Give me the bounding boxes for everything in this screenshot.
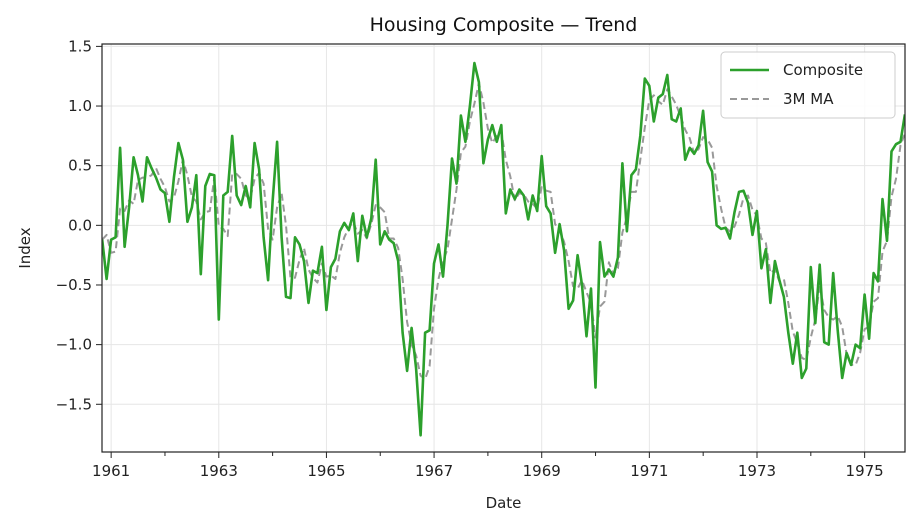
y-tick-label: −0.5 [56, 276, 92, 294]
y-tick-label: 0.5 [68, 157, 92, 175]
legend-label: Composite [783, 61, 863, 79]
x-tick-label: 1961 [92, 462, 130, 480]
y-tick-label: 0.0 [68, 216, 92, 234]
plot-frame [101, 43, 906, 453]
legend: Composite 3M MA [720, 51, 896, 119]
y-tick-label: 1.0 [68, 97, 92, 115]
x-tick-label: 1963 [200, 462, 238, 480]
legend-box [720, 51, 896, 119]
x-tick-label: 1967 [415, 462, 453, 480]
legend-label: 3M MA [783, 90, 834, 108]
y-axis: −1.5 −1.0 −0.5 0.0 0.5 1.0 1.5 [56, 37, 102, 413]
y-tick-label: 1.5 [68, 37, 92, 55]
y-tick-label: −1.5 [56, 395, 92, 413]
x-tick-label: 1975 [846, 462, 884, 480]
y-axis-title: Index [16, 227, 34, 268]
series-line-composite [102, 61, 905, 437]
x-tick-label: 1965 [307, 462, 345, 480]
y-tick-label: −1.0 [56, 336, 92, 354]
chart-title: Housing Composite — Trend [370, 14, 638, 36]
x-axis: 1961 1963 1965 1967 1969 1971 1973 1975 [92, 452, 884, 480]
x-axis-title: Date [486, 494, 522, 512]
series-layer [102, 61, 905, 437]
x-tick-label: 1973 [738, 462, 776, 480]
x-tick-label: 1971 [630, 462, 668, 480]
x-tick-label: 1969 [523, 462, 561, 480]
